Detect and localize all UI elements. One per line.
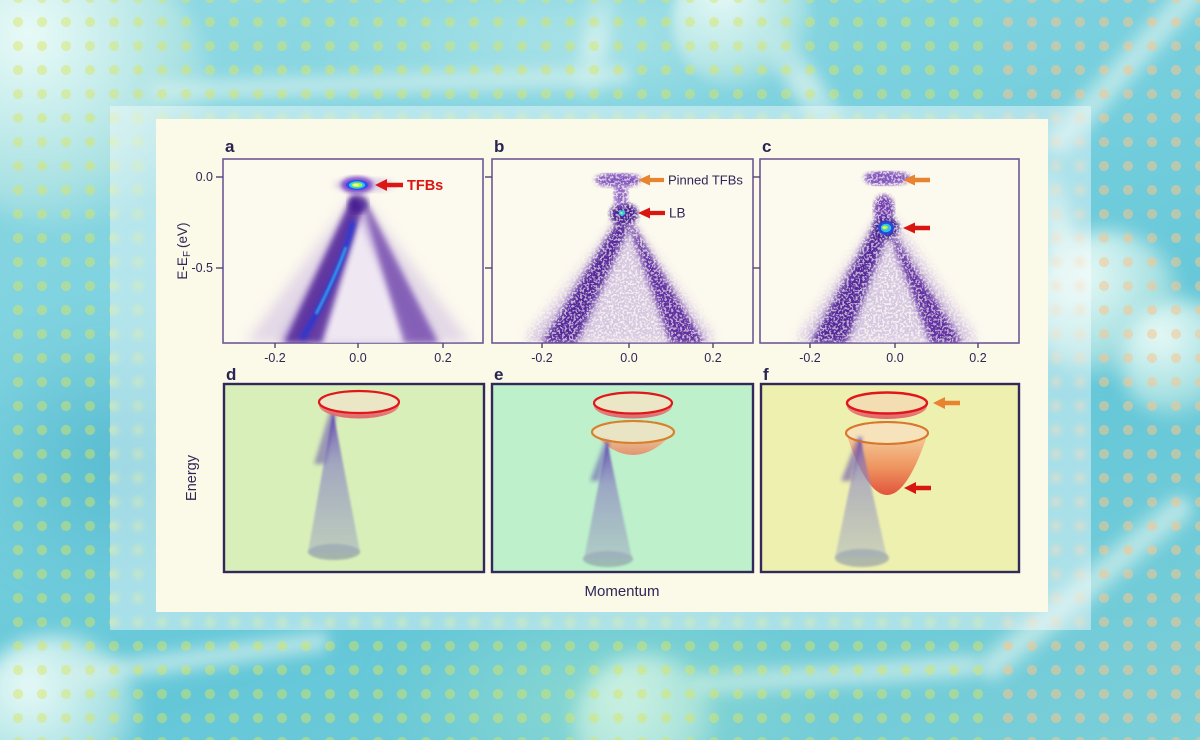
c-x-tick-2: 0.2 <box>969 351 986 365</box>
a-x-tick-0: -0.2 <box>264 351 286 365</box>
y-tick-1: -0.5 <box>191 261 213 275</box>
dirac-cone <box>584 441 632 559</box>
tfbs-arrow-head <box>375 179 387 191</box>
panel-e-schematic <box>583 391 675 567</box>
tfbs-bright-spot <box>341 176 373 194</box>
panel-c-arpes-band <box>796 171 978 343</box>
panel-d-schematic <box>308 389 401 560</box>
schematic-x-label: Momentum <box>584 583 659 600</box>
dirac-cone <box>308 411 360 552</box>
a-x-tick-1: 0.0 <box>349 351 366 365</box>
tfbs-annotation: TFBs <box>375 178 443 194</box>
b-x-tick-1: 0.0 <box>620 351 637 365</box>
flat-band-disk <box>845 391 929 419</box>
panel-d-letter: d <box>226 365 236 384</box>
c-x-tick-1: 0.0 <box>886 351 903 365</box>
tick-labels: 0.0 -0.5 -0.2 0.0 0.2 -0.2 0.0 0.2 -0.2 … <box>191 170 986 365</box>
panel-b-arpes-band <box>524 173 716 343</box>
panel-f-orange-arrow <box>933 397 960 409</box>
energy-axis-label: E-EF(eV) <box>175 222 193 279</box>
a-x-tick-2: 0.2 <box>434 351 451 365</box>
panel-c-bright-spot <box>878 221 894 235</box>
flat-band-disk <box>317 389 401 419</box>
y-tick-0: 0.0 <box>196 170 213 184</box>
pinned-tfbs-annotation: Pinned TFBs <box>638 173 743 188</box>
schematic-y-label: Energy <box>184 454 200 501</box>
pinned-arrow-head <box>638 174 650 186</box>
b-x-tick-0: -0.2 <box>531 351 553 365</box>
pinned-tfbs-label: Pinned TFBs <box>668 173 743 188</box>
b-x-tick-2: 0.2 <box>704 351 721 365</box>
panel-c-letter: c <box>762 137 771 156</box>
panel-a-arpes-band <box>246 176 471 343</box>
cone-apex-streak <box>841 437 863 481</box>
panel-f-red-arrow <box>904 482 931 494</box>
panel-f-schematic <box>835 391 960 567</box>
cone-apex-streak <box>590 441 610 481</box>
panel-e-letter: e <box>494 365 503 384</box>
flat-band-disk <box>592 391 674 419</box>
dirac-cone <box>835 437 887 558</box>
lb-annotation: LB <box>638 206 686 221</box>
figure-card: TFBs <box>156 119 1048 612</box>
lb-arrow-head <box>638 207 650 219</box>
panel-c-red-arrow <box>903 222 930 234</box>
panel-b-letter: b <box>494 137 504 156</box>
figure-svg: TFBs <box>175 137 1021 600</box>
tfbs-label: TFBs <box>407 178 443 194</box>
panel-c-orange-arrow <box>903 174 930 186</box>
axis-ticks <box>216 176 979 348</box>
cone-apex-streak <box>314 411 337 464</box>
panel-f-letter: f <box>763 365 769 384</box>
panel-a-letter: a <box>225 137 235 156</box>
c-x-tick-0: -0.2 <box>799 351 821 365</box>
panel-letters: a b c d e f <box>225 137 771 384</box>
lb-label: LB <box>669 206 686 221</box>
